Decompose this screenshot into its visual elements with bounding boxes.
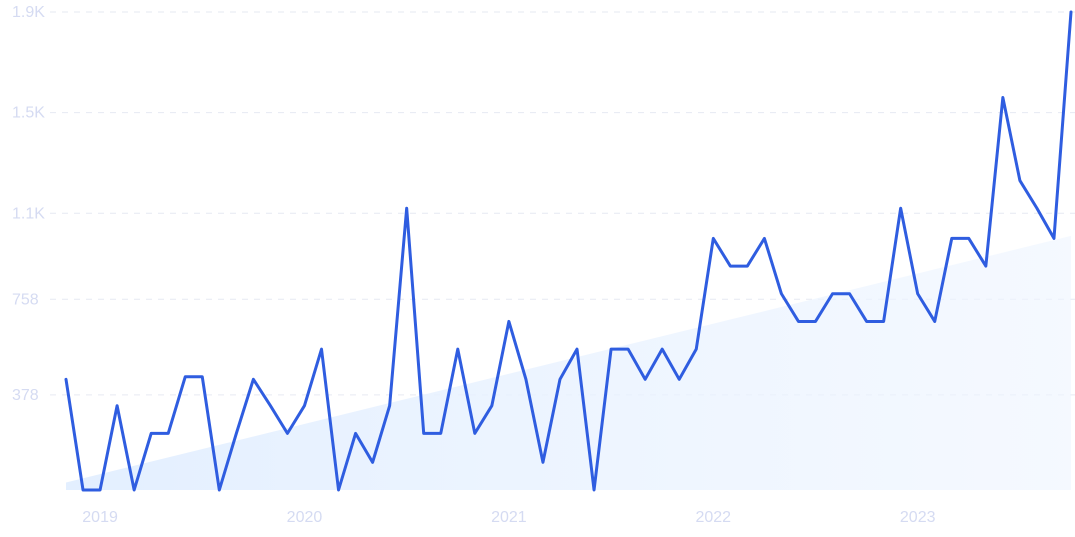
data-point [729,265,732,268]
data-point [303,404,306,407]
y-tick-label: 1.9K [12,4,45,21]
series-layer [64,10,1073,492]
data-point [184,375,187,378]
x-tick-label: 2022 [695,509,731,526]
data-point [82,489,85,492]
y-tick-label: 378 [12,387,39,404]
data-point [388,404,391,407]
x-axis-ticks: 2019 2020 2021 2022 2023 [82,509,935,526]
data-point [848,292,851,295]
data-point [882,320,885,323]
data-point [593,489,596,492]
data-point [422,432,425,435]
data-point [439,432,442,435]
data-point [507,320,510,323]
data-point [678,378,681,381]
data-point [167,432,170,435]
data-point [933,320,936,323]
data-point [235,432,238,435]
data-point [354,432,357,435]
data-point [899,207,902,210]
x-tick-label: 2019 [82,509,118,526]
data-point [524,378,527,381]
data-point [337,489,340,492]
x-tick-label: 2023 [900,509,936,526]
data-point [797,320,800,323]
y-axis-ticks: 378 758 1.1K 1.5K 1.9K [12,4,45,404]
data-point [490,404,493,407]
data-point [1001,96,1004,99]
data-point [218,489,221,492]
data-point [99,489,102,492]
data-point [1070,11,1073,14]
data-point [644,378,647,381]
y-tick-label: 758 [12,291,39,308]
data-point [627,348,630,351]
data-point [150,432,153,435]
data-point [286,432,289,435]
data-point [576,348,579,351]
data-point [541,461,544,464]
series-line [64,10,1073,492]
data-point [763,237,766,240]
data-point [269,404,272,407]
data-point [201,375,204,378]
data-point [661,348,664,351]
data-point [1052,237,1055,240]
data-point [967,237,970,240]
data-point [746,265,749,268]
data-point [831,292,834,295]
data-point [865,320,868,323]
data-point [916,292,919,295]
y-tick-label: 1.5K [12,105,45,122]
data-point [473,432,476,435]
data-point [116,404,119,407]
y-tick-label: 1.1K [12,205,45,222]
data-point [712,237,715,240]
data-point [252,378,255,381]
data-point [405,207,408,210]
data-point [695,348,698,351]
x-tick-label: 2021 [491,509,527,526]
data-point [1035,207,1038,210]
data-point [814,320,817,323]
data-point [950,237,953,240]
data-point [133,489,136,492]
data-point [320,348,323,351]
data-point [1018,179,1021,182]
data-point [780,292,783,295]
data-point [371,461,374,464]
data-point [456,348,459,351]
data-point [558,378,561,381]
data-point [610,348,613,351]
data-point [984,265,987,268]
x-tick-label: 2020 [287,509,323,526]
data-point [65,378,68,381]
